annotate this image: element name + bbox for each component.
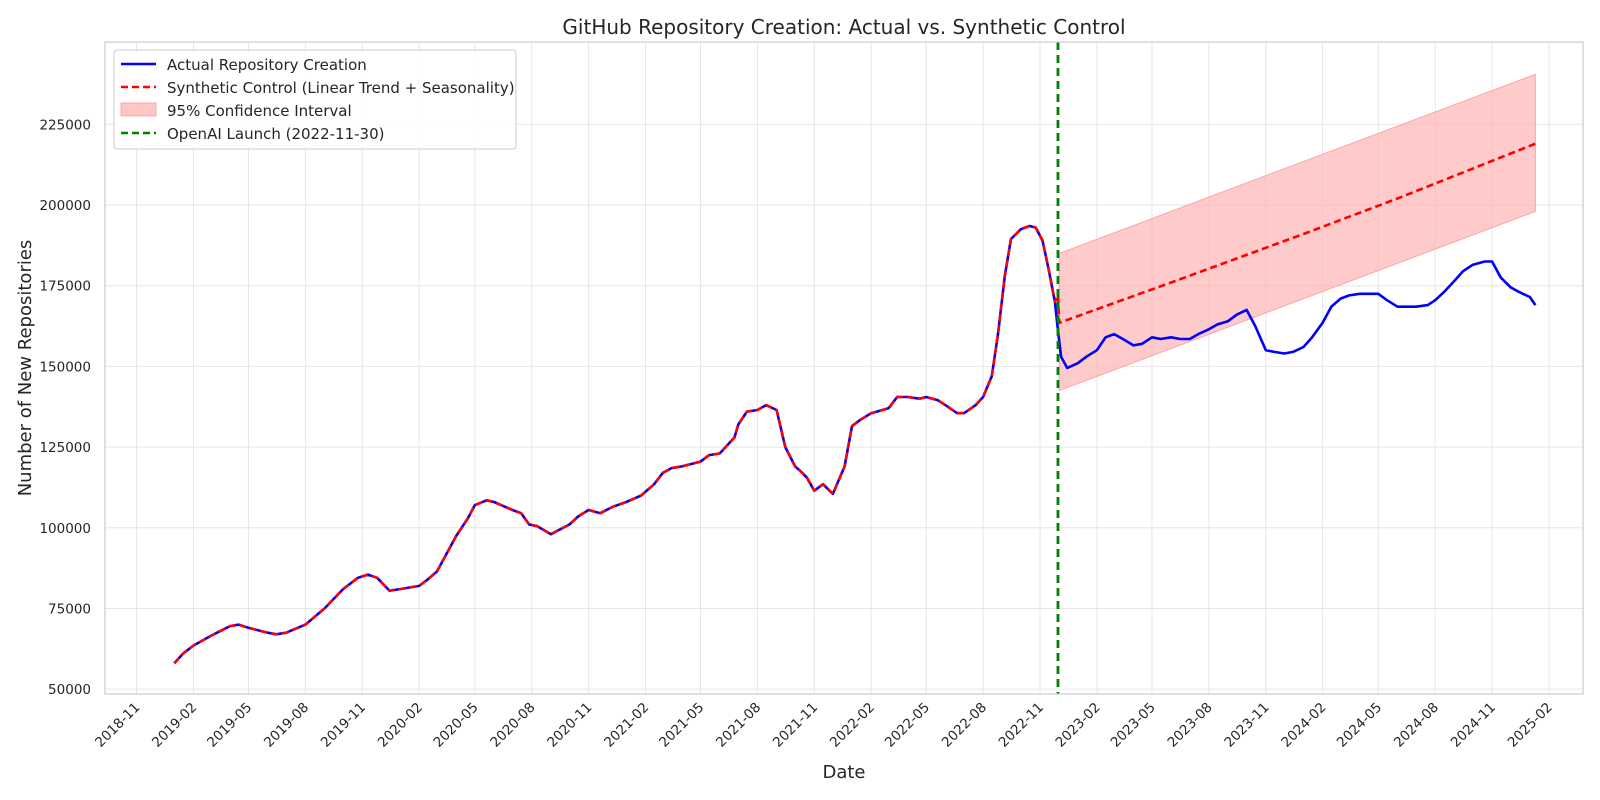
legend-ci-label: 95% Confidence Interval: [167, 102, 352, 120]
y-axis-ticks: 50000 75000 100000 125000 150000 175000 200000…: [39, 117, 91, 698]
legend-box: [113, 49, 517, 150]
y-tick-label: 50000: [48, 682, 91, 698]
grid: [105, 42, 1583, 694]
plot-area: [173, 42, 1537, 694]
legend-synthetic-label: Synthetic Control (Linear Trend + Season…: [167, 79, 515, 97]
y-tick-label: 100000: [39, 521, 91, 537]
x-axis-label: Date: [822, 762, 865, 783]
series-synthetic-line: [173, 142, 1536, 665]
y-tick-label: 150000: [39, 359, 91, 375]
legend-actual-label: Actual Repository Creation: [167, 56, 367, 74]
y-tick-label: 125000: [39, 440, 91, 456]
legend: Actual Repository Creation Synthetic Con…: [113, 49, 517, 150]
y-axis-label: Number of New Repositories: [15, 240, 36, 497]
y-tick-label: 225000: [39, 117, 91, 133]
chart-title: GitHub Repository Creation: Actual vs. S…: [562, 15, 1125, 39]
legend-launch-label: OpenAI Launch (2022-11-30): [167, 125, 384, 143]
y-tick-label: 75000: [48, 601, 91, 617]
y-tick-label: 175000: [39, 279, 91, 295]
plot-frame: [104, 41, 1584, 695]
y-tick-label: 200000: [39, 198, 91, 214]
legend-ci-swatch: [120, 102, 157, 117]
